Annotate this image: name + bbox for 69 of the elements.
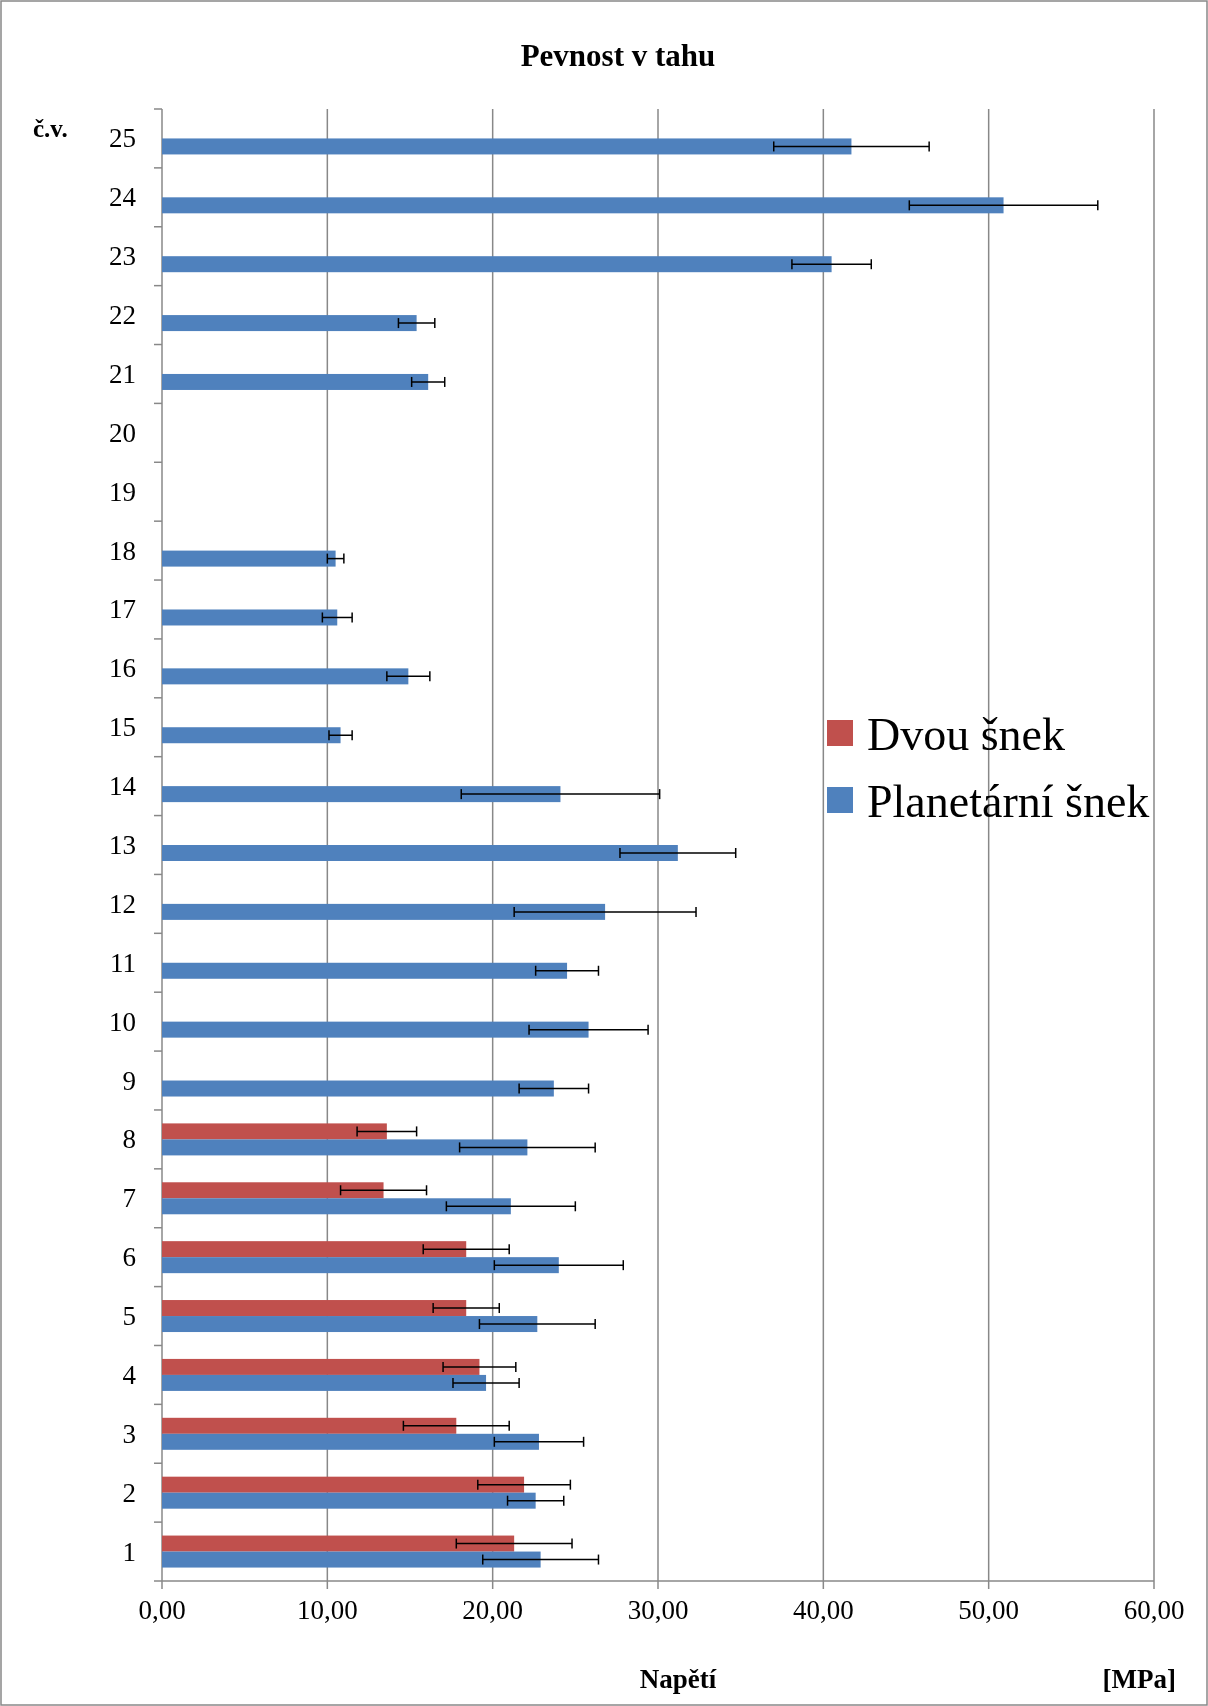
bar <box>162 1123 387 1140</box>
x-tick-label: 10,00 <box>296 1595 358 1625</box>
bar <box>162 197 1004 214</box>
y-tick-label: 23 <box>109 241 136 272</box>
x-tick-label: 0,00 <box>138 1595 186 1625</box>
bar <box>162 1433 539 1450</box>
y-tick-label: 7 <box>122 1183 136 1214</box>
bar <box>162 1492 536 1509</box>
legend-label: Dvou šnek <box>867 709 1066 760</box>
y-tick-label: 5 <box>122 1301 136 1332</box>
bar <box>162 609 338 626</box>
bar <box>162 1417 457 1434</box>
y-tick-label: 9 <box>122 1065 136 1096</box>
y-tick-label: 14 <box>109 771 137 802</box>
y-tick-label: 12 <box>109 888 136 919</box>
bar <box>162 727 341 744</box>
bar <box>162 1535 515 1552</box>
y-tick-label: 11 <box>110 947 136 978</box>
y-tick-label: 1 <box>122 1536 136 1567</box>
x-tick-label: 60,00 <box>1123 1595 1185 1625</box>
bar <box>162 1476 525 1493</box>
bar <box>162 1358 480 1375</box>
y-tick-label: 15 <box>109 712 136 743</box>
y-tick-label: 6 <box>122 1242 136 1273</box>
y-tick-label: 16 <box>109 653 136 684</box>
x-axis-title: Napětí <box>639 1664 717 1694</box>
x-tick-label: 50,00 <box>958 1595 1020 1625</box>
bar <box>162 1551 541 1568</box>
y-tick-label: 3 <box>122 1418 136 1449</box>
bar <box>162 1300 467 1317</box>
x-tick-label: 30,00 <box>627 1595 689 1625</box>
bar <box>162 1139 528 1156</box>
y-tick-label: 19 <box>109 476 136 507</box>
bar <box>162 315 417 332</box>
x-tick-label: 40,00 <box>792 1595 854 1625</box>
bar <box>162 1021 589 1038</box>
bar <box>162 1182 384 1199</box>
legend-label: Planetární šnek <box>867 776 1150 827</box>
bar <box>162 138 852 155</box>
bar <box>162 1257 559 1274</box>
y-tick-label: 18 <box>109 535 136 566</box>
y-tick-label: 8 <box>122 1124 136 1155</box>
bar <box>162 903 606 920</box>
bar <box>162 845 678 861</box>
y-tick-label: 21 <box>109 358 136 389</box>
y-tick-label: 24 <box>109 182 137 213</box>
y-tick-label: 2 <box>122 1477 136 1508</box>
y-tick-label: 13 <box>109 830 136 860</box>
y-tick-label: 22 <box>109 300 136 331</box>
bar <box>162 1080 554 1097</box>
bar <box>162 1374 487 1391</box>
bar <box>162 1198 511 1215</box>
chart-title: Pevnost v tahu <box>520 38 716 73</box>
text: [MPa] <box>1102 1664 1176 1694</box>
bar <box>162 962 568 979</box>
y-tick-label: 10 <box>109 1006 136 1037</box>
y-tick-label: 25 <box>109 123 136 154</box>
bar <box>162 256 832 273</box>
bar <box>162 1316 538 1333</box>
bar <box>162 668 409 685</box>
x-tick-label: 20,00 <box>462 1595 524 1625</box>
y-tick-label: 20 <box>109 417 136 448</box>
y-axis-title: č.v. <box>33 115 68 142</box>
bar <box>162 786 561 803</box>
bar <box>162 1241 467 1258</box>
bar <box>162 550 336 567</box>
y-tick-label: 17 <box>109 594 136 625</box>
y-tick-label: 4 <box>122 1359 137 1390</box>
bar <box>162 373 429 390</box>
